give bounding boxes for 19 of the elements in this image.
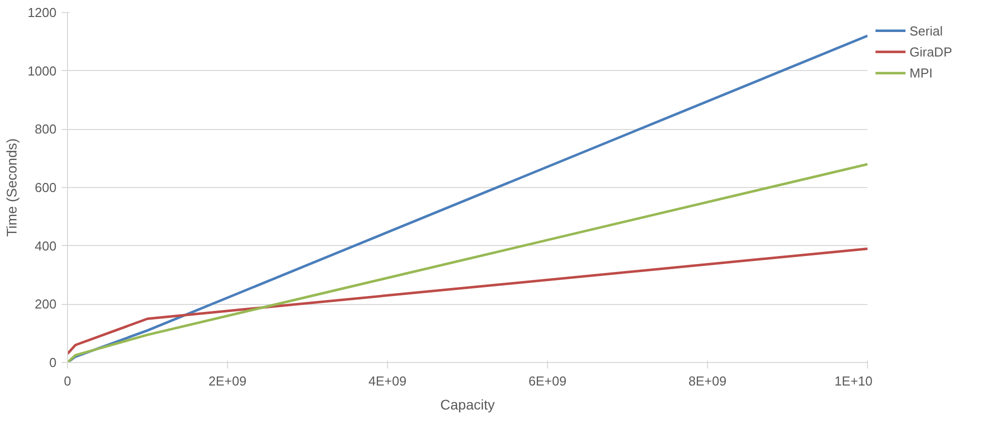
y-tick-label: 1200: [28, 5, 56, 20]
x-tick-label: 0: [64, 374, 72, 388]
x-axis-title: Capacity: [440, 396, 495, 412]
x-tick-label: 8E+09: [688, 374, 726, 388]
y-tick-label: 1000: [28, 63, 56, 78]
y-tick-label: 400: [34, 238, 57, 254]
x-tick-label: 6E+09: [528, 374, 566, 388]
line-series: [68, 248, 868, 355]
legend-label: MPI: [910, 66, 933, 81]
legend-label: GiraDP: [910, 44, 952, 60]
x-tick-label: 1E+10: [834, 374, 872, 388]
x-tick-label: 4E+09: [368, 374, 406, 388]
y-tick-label: 600: [34, 180, 57, 195]
y-axis-title: Time (Seconds): [4, 138, 20, 237]
y-tick-label: 0: [49, 355, 57, 370]
y-tick-label: 200: [34, 296, 57, 312]
legend-label: Serial: [910, 23, 943, 38]
x-tick-label: 2E+09: [208, 374, 246, 388]
y-tick-label: 800: [34, 122, 57, 137]
